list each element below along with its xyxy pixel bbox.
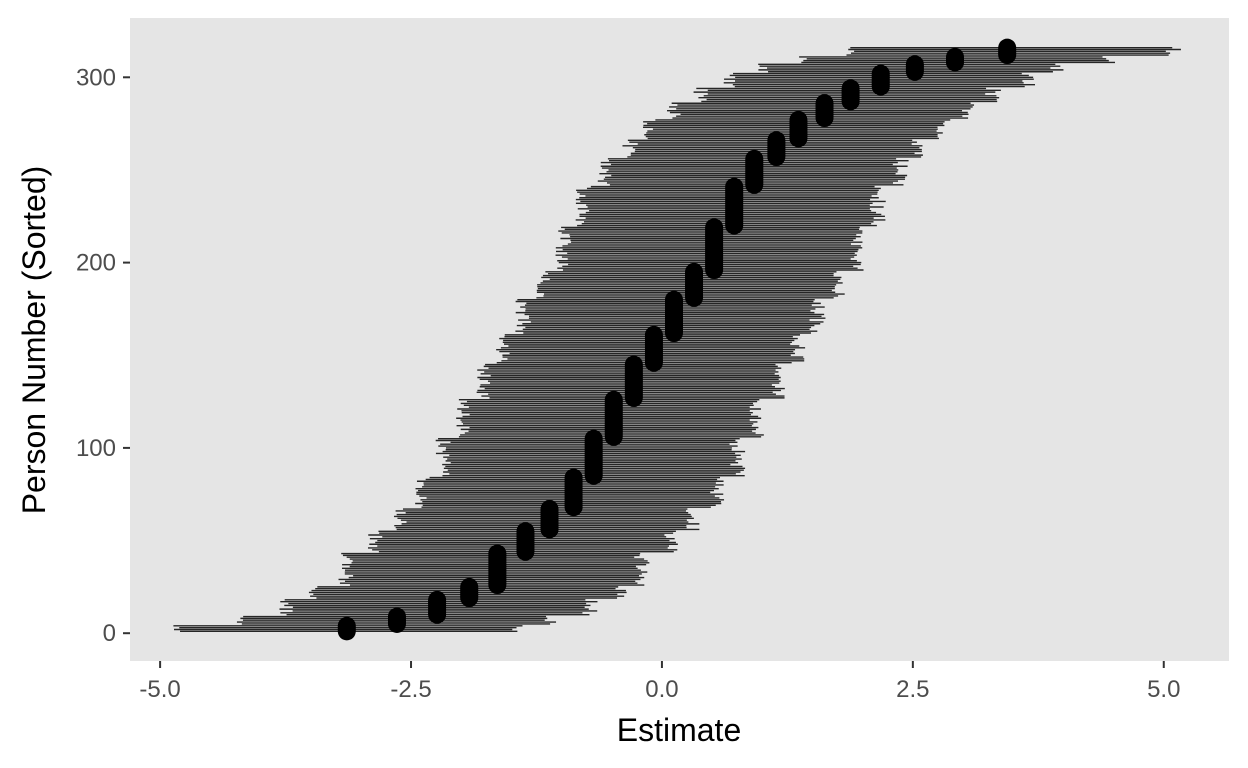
data-point	[998, 38, 1017, 57]
data-point	[337, 616, 356, 635]
data-point	[488, 544, 507, 563]
data-point	[564, 468, 583, 487]
data-point	[745, 149, 764, 168]
data-point	[644, 325, 663, 344]
x-axis: -5.0 -2.5 0.0 2.5 5.0	[139, 661, 1180, 703]
data-point	[604, 390, 623, 409]
x-tick-label: 5.0	[1147, 676, 1180, 703]
y-axis-title: Person Number (Sorted)	[16, 166, 52, 515]
data-point	[460, 577, 479, 596]
data-point	[664, 290, 683, 309]
data-point	[428, 590, 447, 609]
data-point	[516, 522, 535, 541]
data-point	[705, 218, 724, 237]
y-tick-label: 300	[76, 64, 116, 91]
data-point	[767, 131, 786, 150]
data-point	[946, 47, 964, 66]
x-tick-label: -2.5	[390, 676, 431, 703]
data-point	[789, 110, 808, 129]
x-tick-label: -5.0	[139, 676, 180, 703]
x-axis-title: Estimate	[617, 712, 741, 748]
data-point	[815, 94, 834, 113]
data-point	[540, 500, 559, 519]
data-point	[905, 55, 924, 74]
data-point	[685, 262, 704, 281]
y-axis: 0 100 200 300	[76, 64, 130, 647]
x-tick-label: 2.5	[896, 676, 929, 703]
y-tick-label: 200	[76, 250, 116, 277]
x-tick-label: 0.0	[645, 676, 678, 703]
data-point	[584, 429, 603, 448]
data-point	[871, 64, 890, 83]
y-tick-label: 0	[103, 620, 116, 647]
points	[337, 38, 1017, 641]
data-point	[624, 355, 643, 374]
data-point	[841, 79, 860, 98]
data-point	[387, 607, 406, 626]
y-tick-label: 100	[76, 435, 116, 462]
data-point	[725, 177, 744, 196]
